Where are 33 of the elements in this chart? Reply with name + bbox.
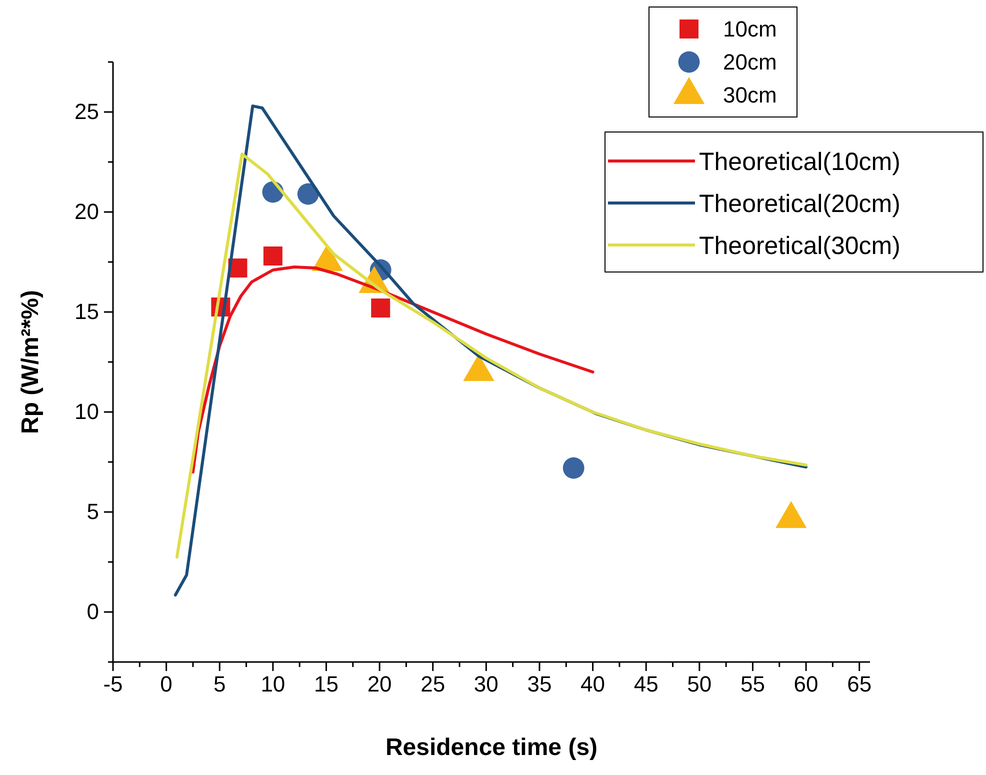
x-tick-label: 65 [847, 671, 872, 696]
y-tick-label: 25 [74, 99, 99, 124]
legend-label: 30cm [723, 82, 777, 108]
x-tick-label: 15 [314, 671, 338, 696]
legend-label: 20cm [723, 50, 777, 75]
legend-label: Theoretical(30cm) [699, 232, 900, 260]
x-tick-label: 30 [474, 671, 498, 696]
x-tick-label: 35 [527, 671, 552, 696]
point [371, 298, 390, 318]
y-tick-label: 10 [74, 399, 99, 424]
legend-label: Theoretical(10cm) [699, 148, 900, 176]
x-tick-label: 10 [260, 671, 286, 696]
legend-label: 10cm [723, 16, 777, 42]
point [562, 457, 584, 479]
x-tick-label: -5 [103, 671, 123, 696]
x-tick-label: 40 [580, 671, 606, 696]
x-tick-label: 60 [794, 671, 818, 696]
y-tick-label: 20 [74, 199, 99, 224]
point [297, 183, 319, 205]
y-axis-title: Rp (W/m²*%) [17, 290, 44, 434]
point [263, 246, 282, 266]
x-tick-label: 45 [634, 671, 658, 696]
x-tick-label: 5 [213, 671, 226, 696]
x-tick-label: 55 [740, 671, 765, 696]
y-tick-label: 0 [86, 599, 99, 624]
y-tick-label: 15 [74, 299, 99, 324]
x-tick-label: 0 [160, 671, 172, 696]
y-tick-label: 5 [86, 499, 99, 524]
x-axis-title: Residence time (s) [385, 734, 598, 761]
x-tick-label: 20 [367, 671, 392, 696]
x-tick-label: 50 [687, 671, 712, 696]
x-tick-label: 25 [420, 671, 446, 696]
legend-label: Theoretical(20cm) [699, 190, 900, 218]
